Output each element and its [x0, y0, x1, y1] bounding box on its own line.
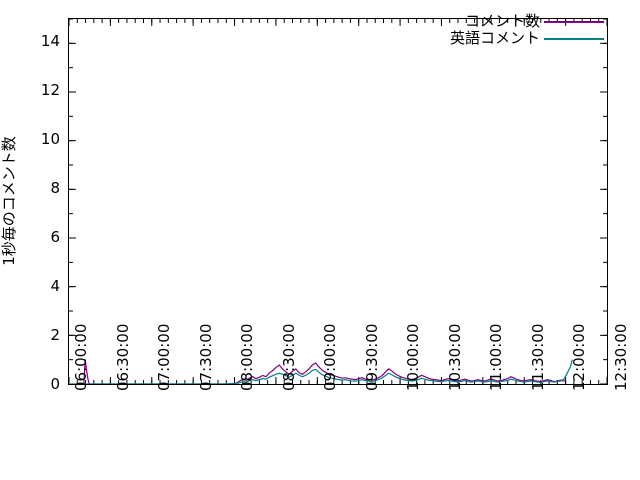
- legend-entry-english-comment: 英語コメント: [430, 30, 606, 47]
- y-tick-label: 8: [50, 179, 60, 198]
- legend-label-english-comment: 英語コメント: [449, 29, 540, 47]
- chart-legend: コメント数 英語コメント: [430, 13, 606, 47]
- y-axis-title: 1秒毎のコメント数: [0, 136, 18, 266]
- y-tick-label: 6: [50, 228, 60, 247]
- y-tick-label: 10: [40, 130, 60, 149]
- data-series-group: [69, 359, 573, 384]
- legend-entry-comment-count: コメント数: [430, 13, 606, 30]
- plot-area: [68, 18, 608, 385]
- x-tick-label: 12:30:00: [612, 323, 630, 391]
- y-tick-label: 4: [50, 277, 60, 296]
- y-tick-label: 12: [40, 81, 60, 100]
- plot-svg: [69, 19, 607, 384]
- axis-ticks: [69, 19, 607, 384]
- legend-label-comment-count: コメント数: [464, 12, 540, 30]
- y-tick-label: 2: [50, 326, 60, 345]
- series-line-comment-count: [83, 359, 566, 384]
- legend-swatch-english-comment: [544, 38, 604, 40]
- y-tick-label: 0: [50, 375, 60, 393]
- legend-swatch-comment-count: [544, 21, 604, 23]
- series-line-english-comment: [69, 359, 573, 384]
- y-tick-label: 14: [40, 32, 60, 51]
